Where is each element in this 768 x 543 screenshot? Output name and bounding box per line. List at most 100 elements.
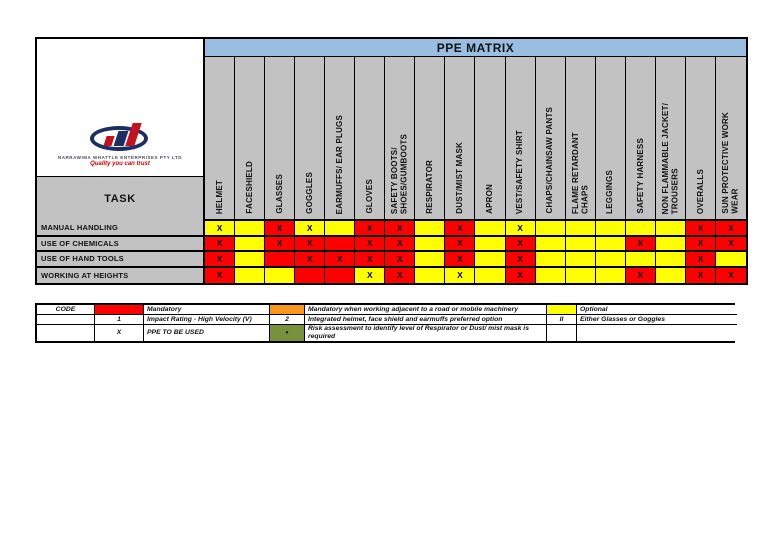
- logo-ellipse: [90, 126, 148, 151]
- matrix-cell: X: [295, 221, 326, 237]
- column-header-label: HELMET: [214, 179, 224, 214]
- column-header-glasses: GLASSES: [265, 57, 296, 221]
- matrix-cell: [565, 252, 596, 268]
- matrix-cell: [535, 252, 566, 268]
- matrix-cell: [655, 221, 686, 237]
- column-header-vest-safety-shirt: VEST/SAFETY SHIRT: [505, 57, 536, 221]
- matrix-cell: X: [385, 267, 416, 283]
- matrix-cell: X: [715, 221, 746, 237]
- legend-swatch-yellow: [547, 305, 577, 315]
- matrix-cell: [265, 267, 296, 283]
- legend-cell: [37, 315, 95, 325]
- matrix-cell: X: [505, 221, 536, 237]
- matrix-cell: X: [625, 267, 656, 283]
- column-header-helmet: HELMET: [205, 57, 236, 221]
- column-header-gloves: GLOVES: [355, 57, 386, 221]
- legend-cell: Integrated helmet, face shield and earmu…: [305, 315, 547, 325]
- matrix-cell: X: [325, 252, 356, 268]
- column-header-label: GLASSES: [274, 174, 284, 214]
- column-header-label: SAFETY BOOTS/ SHOES/GUMBOOTS: [390, 133, 409, 214]
- matrix-cell: [475, 236, 506, 252]
- matrix-cell: [565, 267, 596, 283]
- matrix-cell: X: [445, 267, 476, 283]
- company-logo-cell: NARRAWIMA WHATTLE ENTERPRISES PTY LTD Qu…: [37, 39, 205, 221]
- matrix-cell: [715, 252, 746, 268]
- legend-cell: CODE: [37, 305, 95, 315]
- column-header-label: DUST/MIST MASK: [455, 142, 465, 214]
- task-row-label-use-of-chemicals: USE OF CHEMICALS: [37, 236, 205, 252]
- matrix-cell: [325, 236, 356, 252]
- matrix-cell: [625, 252, 656, 268]
- column-header-dust-mist-mask: DUST/MIST MASK: [445, 57, 476, 221]
- legend-swatch-orange: [270, 305, 305, 315]
- ppe-matrix-table: NARRAWIMA WHATTLE ENTERPRISES PTY LTD Qu…: [35, 37, 748, 285]
- matrix-cell: X: [625, 236, 656, 252]
- matrix-cell: X: [355, 221, 386, 237]
- matrix-cell: X: [385, 252, 416, 268]
- matrix-cell: X: [685, 221, 716, 237]
- matrix-cell: [475, 221, 506, 237]
- task-row-label-manual-handling: MANUAL HANDLING: [37, 221, 205, 237]
- legend-cell: 1: [95, 315, 144, 325]
- column-header-label: APRON: [485, 184, 495, 214]
- column-header-leggings: LEGGINGS: [595, 57, 626, 221]
- task-row-label-working-at-heights: WORKING AT HEIGHTS: [37, 267, 205, 283]
- matrix-cell: X: [505, 252, 536, 268]
- column-header-label: GLOVES: [365, 179, 374, 214]
- column-header-label: LEGGINGS: [605, 170, 615, 214]
- column-header-non-flammable-jacket-trousers: NON FLAMMABLE JACKET/ TROUSERS: [655, 57, 686, 221]
- column-header-faceshield: FACESHIELD: [235, 57, 266, 221]
- matrix-cell: X: [265, 221, 296, 237]
- column-header-overalls: OVERALLS: [685, 57, 716, 221]
- matrix-cell: [415, 236, 446, 252]
- matrix-cell: X: [295, 236, 326, 252]
- column-header-label: SUN PROTECTIVE WORK WEAR: [721, 112, 740, 214]
- matrix-cell: [655, 267, 686, 283]
- matrix-cell: X: [715, 267, 746, 283]
- legend-cell: Either Glasses or Goggles: [577, 315, 737, 325]
- column-header-label: GOGGLES: [304, 172, 314, 214]
- matrix-cell: [535, 236, 566, 252]
- matrix-cell: [415, 252, 446, 268]
- matrix-cell: [655, 236, 686, 252]
- matrix-cell: X: [445, 252, 476, 268]
- ppe-matrix-title: PPE MATRIX: [205, 39, 746, 57]
- column-header-label: OVERALLS: [695, 168, 705, 214]
- matrix-cell: X: [685, 252, 716, 268]
- matrix-cell: X: [355, 236, 386, 252]
- matrix-cell: X: [685, 236, 716, 252]
- matrix-cell: X: [445, 236, 476, 252]
- company-tagline: Quality you can trust: [90, 161, 150, 167]
- matrix-cell: [595, 252, 626, 268]
- matrix-cell: X: [445, 221, 476, 237]
- column-header-flame-retardant-chaps: FLAME RETARDANT CHAPS: [565, 57, 596, 221]
- matrix-cell: [595, 267, 626, 283]
- column-header-sun-protective-work-wear: SUN PROTECTIVE WORK WEAR: [715, 57, 746, 221]
- matrix-cell: X: [295, 252, 326, 268]
- legend-cell: 2: [270, 315, 305, 325]
- legend-swatch-green: •: [270, 325, 305, 341]
- matrix-cell: [655, 252, 686, 268]
- column-header-respirator: RESPIRATOR: [415, 57, 446, 221]
- company-logo: NARRAWIMA WHATTLE ENTERPRISES PTY LTD Qu…: [37, 39, 203, 176]
- matrix-cell: X: [205, 221, 236, 237]
- matrix-cell: X: [685, 267, 716, 283]
- company-logo-icon: [88, 122, 152, 153]
- column-header-goggles: GOGGLES: [295, 57, 326, 221]
- column-header-label: RESPIRATOR: [425, 160, 435, 214]
- matrix-cell: [415, 267, 446, 283]
- matrix-cell: X: [385, 236, 416, 252]
- matrix-cell: [535, 267, 566, 283]
- legend-cell: Risk assessment to identify level of Res…: [305, 325, 547, 341]
- column-header-label: CHAPS/CHAINSAW PANTS: [545, 107, 555, 214]
- column-header-label: FLAME RETARDANT CHAPS: [570, 132, 590, 214]
- matrix-cell: X: [205, 236, 236, 252]
- matrix-cell: [595, 236, 626, 252]
- column-header-safety-boots-shoes-gumboots: SAFETY BOOTS/ SHOES/GUMBOOTS: [385, 57, 416, 221]
- matrix-cell: [475, 252, 506, 268]
- legend-cell: Mandatory: [144, 305, 270, 315]
- legend-swatch-red: [95, 305, 144, 315]
- matrix-cell: [325, 221, 356, 237]
- legend-cell: Optional: [577, 305, 737, 315]
